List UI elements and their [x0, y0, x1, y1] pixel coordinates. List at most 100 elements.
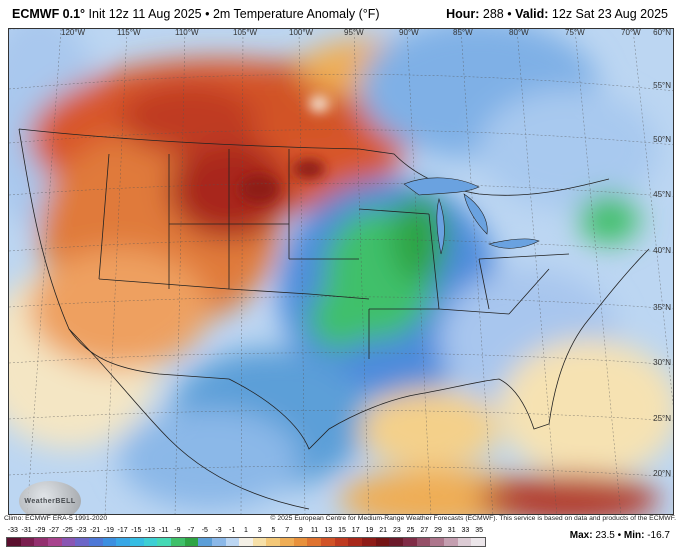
color-swatch [129, 538, 144, 546]
color-swatch [34, 538, 48, 546]
color-swatch [20, 538, 35, 546]
color-swatch [293, 538, 308, 546]
scale-ticks: -33 -31 -29 -27 -25 -23 -21 -19 -17 -15 -13 -11 -9 -7… [6, 527, 486, 537]
map-header: ECMWF 0.1° Init 12z 11 Aug 2025 • 2m Tem… [0, 0, 680, 28]
lon-label-105w: 105°W [233, 28, 258, 37]
anomaly-map: 120°W 115°W 110°W 105°W 100°W 95°W 90°W … [8, 28, 674, 515]
color-swatch [198, 538, 212, 546]
color-swatch [47, 538, 62, 546]
weatherbell-logo: WeatherBELL [19, 481, 81, 514]
scale-tick-label: 3 [257, 527, 262, 534]
color-swatch [457, 538, 472, 546]
color-swatch [321, 538, 335, 546]
scale-tick-label: 7 [285, 527, 290, 534]
valid-label: Valid: [515, 7, 549, 21]
lat-label-25n: 25°N [653, 414, 671, 423]
scale-tick-label: 29 [434, 527, 442, 534]
color-swatch [444, 538, 458, 546]
lat-label-50n: 50°N [653, 135, 671, 144]
valid-time: 12z Sat 23 Aug 2025 [551, 7, 668, 21]
color-swatch [375, 538, 390, 546]
scale-tick-label: -3 [215, 527, 222, 534]
lat-label-30n: 30°N [653, 358, 671, 367]
scale-tick-label: -5 [201, 527, 208, 534]
scale-tick-label: -33 [7, 527, 18, 534]
lat-label-45n: 45°N [653, 190, 671, 199]
min-value: -16.7 [647, 530, 670, 541]
lon-label-95w: 95°W [344, 28, 364, 37]
field-name: 2m Temperature Anomaly (°F) [212, 7, 380, 21]
scale-tick-label: 21 [379, 527, 388, 534]
color-swatch [348, 538, 363, 546]
color-swatch [143, 538, 158, 546]
lat-label-35n: 35°N [653, 303, 671, 312]
scale-tick-label: -25 [62, 527, 73, 534]
max-value: 23.5 [595, 530, 615, 541]
scale-tick-label: 23 [392, 527, 401, 534]
color-swatch [252, 538, 267, 546]
scale-tick-label: 25 [406, 527, 415, 534]
color-swatch [389, 538, 404, 546]
color-swatch [280, 538, 294, 546]
lon-label-120w: 120°W [61, 28, 86, 37]
scale-tick-label: -23 [76, 527, 87, 534]
lon-label-115w: 115°W [117, 28, 141, 37]
color-swatch [471, 538, 485, 546]
color-swatch [7, 538, 21, 546]
hour-label: Hour: [446, 7, 480, 21]
color-swatch [266, 538, 281, 546]
lat-label-55n: 55°N [653, 81, 671, 90]
scale-tick-label: 31 [447, 527, 456, 534]
scale-tick-label: 5 [271, 527, 276, 534]
scale-tick-label: -7 [188, 527, 195, 534]
lon-label-85w: 85°W [453, 28, 473, 37]
lon-label-90w: 90°W [399, 28, 419, 37]
scale-tick-label: 35 [475, 527, 484, 534]
color-swatch [184, 538, 199, 546]
max-label: Max: [569, 530, 593, 541]
map-canvas [9, 29, 673, 514]
copyright-note: © 2025 European Centre for Medium-Range … [270, 515, 676, 522]
scale-tick-label: 13 [324, 527, 333, 534]
scale-tick-label: -17 [117, 527, 128, 534]
anomaly-field [9, 29, 673, 514]
color-scale: -33 -31 -29 -27 -25 -23 -21 -19 -17 -15 -13 -11 -9 -7… [4, 527, 676, 556]
max-min-readout: Max: 23.5 • Min: -16.7 [569, 530, 670, 541]
lon-label-110w: 110°W [175, 28, 199, 37]
color-swatch [61, 538, 76, 546]
color-swatch [403, 538, 417, 546]
color-swatch [211, 538, 226, 546]
lon-label-70w: 70°W [621, 28, 641, 37]
lon-label-80w: 80°W [509, 28, 529, 37]
color-swatch [239, 538, 253, 546]
color-swatch [116, 538, 130, 546]
scale-tick-label: 33 [461, 527, 470, 534]
forecast-hour: 288 [482, 7, 504, 21]
color-swatch [88, 538, 103, 546]
climo-note: Climo: ECMWF ERA-5 1991-2020 [4, 515, 108, 522]
great-lakes [403, 177, 540, 255]
scale-tick-label: -31 [21, 527, 32, 534]
scale-tick-label: -9 [174, 527, 181, 534]
lat-label-60n: 60°N [653, 28, 671, 37]
scale-tick-label: -29 [35, 527, 46, 534]
scale-tick-label: 9 [298, 527, 303, 534]
color-swatch [307, 538, 322, 546]
lon-label-75w: 75°W [565, 28, 585, 37]
scale-tick-label: 11 [310, 527, 319, 534]
color-swatch [170, 538, 185, 546]
scale-tick-label: 27 [420, 527, 429, 534]
color-swatch [416, 538, 431, 546]
political-boundaries [18, 128, 650, 510]
scale-tick-label: -11 [158, 527, 169, 534]
scale-tick-label: -13 [144, 527, 156, 534]
min-label: Min: [623, 530, 645, 541]
scale-tick-label: 1 [244, 527, 248, 534]
scale-tick-label: -1 [229, 527, 236, 534]
scale-tick-label: 15 [338, 527, 346, 534]
header-right: Hour: 288 • Valid: 12z Sat 23 Aug 2025 [446, 7, 668, 21]
scale-tick-label: 17 [351, 527, 360, 534]
lat-label-20n: 20°N [653, 469, 671, 478]
scale-tick-label: -21 [90, 527, 101, 534]
model-name: ECMWF 0.1° [12, 7, 86, 21]
